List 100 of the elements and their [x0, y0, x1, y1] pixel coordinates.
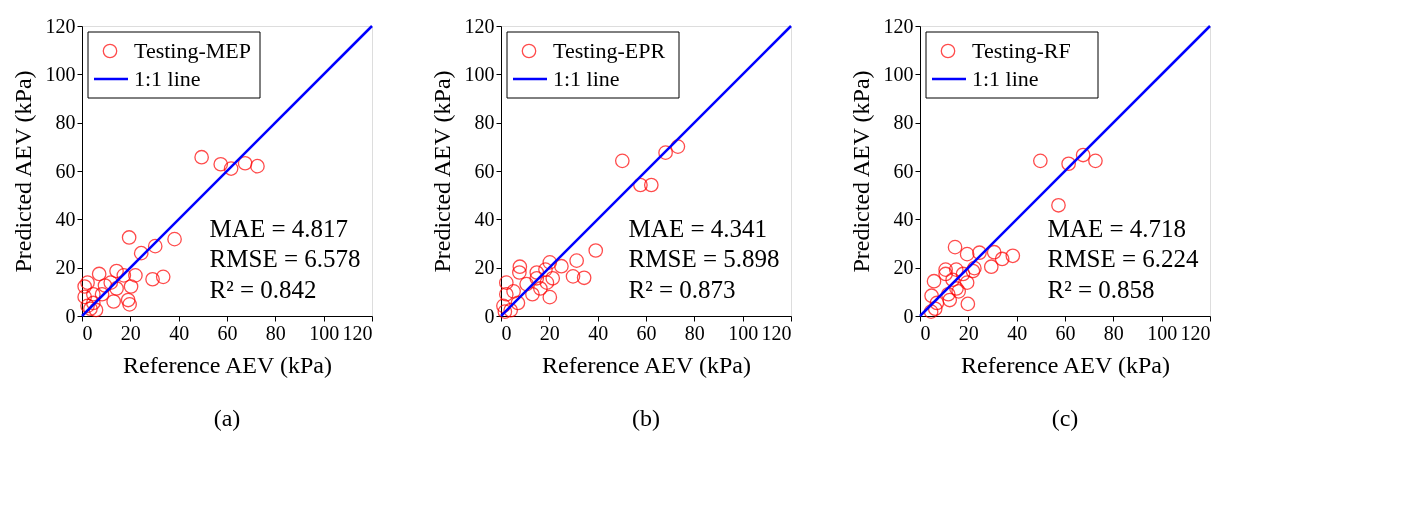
x-axis-title: Reference AEV (kPa): [542, 351, 751, 378]
point: [529, 270, 545, 286]
x-tick-label: 40: [588, 321, 609, 344]
y-axis-title: Predicted AEV (kPa): [847, 70, 874, 273]
y-tick-label: 60: [474, 159, 495, 182]
point: [538, 262, 553, 277]
x-tick-label: 40: [169, 321, 190, 344]
point: [94, 286, 110, 302]
point: [542, 289, 558, 305]
point: [128, 268, 143, 283]
point: [512, 259, 528, 275]
point: [614, 153, 630, 169]
point: [525, 286, 540, 302]
x-axis-title: Reference AEV (kPa): [961, 351, 1170, 378]
point: [86, 286, 101, 302]
point: [533, 281, 548, 296]
y-tick-label: 100: [883, 62, 914, 85]
x-tick-label: 120: [761, 321, 792, 344]
point: [133, 245, 149, 261]
point: [994, 251, 1010, 267]
point: [506, 284, 521, 299]
legend-label: 1:1 line: [134, 66, 201, 91]
point: [519, 276, 534, 292]
point: [972, 245, 987, 261]
point: [545, 270, 561, 286]
y-tick-label: 80: [55, 111, 76, 134]
point: [498, 286, 514, 302]
annotation: R² = 0.858: [1047, 275, 1155, 303]
point: [960, 296, 976, 312]
x-tick-label: 0: [82, 321, 93, 344]
point: [542, 255, 558, 270]
point: [927, 301, 943, 317]
point: [1075, 147, 1091, 163]
y-tick-label: 40: [893, 207, 914, 230]
y-axis-title: Predicted AEV (kPa): [428, 70, 455, 273]
annotation: RMSE = 6.578: [209, 245, 361, 273]
point: [1088, 153, 1103, 169]
annotation: R² = 0.842: [209, 275, 317, 303]
x-tick-label: 0: [501, 321, 512, 344]
point: [155, 269, 171, 285]
x-tick-label: 80: [684, 321, 705, 344]
point: [91, 266, 107, 282]
x-tick-label: 100: [1147, 321, 1178, 344]
y-tick-label: 60: [893, 159, 914, 182]
y-tick-label: 40: [474, 207, 495, 230]
point: [498, 275, 514, 290]
y-tick-label: 100: [464, 62, 495, 85]
point: [194, 149, 209, 165]
x-axis-title: Reference AEV (kPa): [123, 351, 332, 378]
point: [80, 275, 95, 290]
point: [947, 239, 963, 255]
y-tick-label: 60: [55, 159, 76, 182]
x-tick-label: 80: [265, 321, 286, 344]
point: [940, 286, 956, 302]
point: [109, 263, 124, 279]
point: [496, 298, 511, 314]
point: [103, 275, 119, 290]
point: [145, 271, 160, 287]
x-tick-label: 60: [636, 321, 657, 344]
x-tick-label: 0: [920, 321, 931, 344]
point: [147, 238, 163, 254]
point: [983, 259, 999, 275]
point: [167, 231, 182, 247]
point: [123, 279, 139, 294]
point: [929, 295, 945, 311]
point: [529, 265, 545, 280]
x-tick-label: 120: [342, 321, 373, 344]
x-tick-label: 100: [309, 321, 340, 344]
x-tick-label: 40: [1007, 321, 1028, 344]
point: [539, 275, 555, 290]
point: [1032, 153, 1048, 169]
point: [1051, 197, 1066, 213]
point: [986, 244, 1002, 260]
y-tick-label: 0: [484, 304, 495, 327]
x-tick-label: 60: [217, 321, 238, 344]
x-tick-label: 100: [728, 321, 759, 344]
x-tick-label: 20: [539, 321, 560, 344]
point: [122, 297, 137, 312]
point: [223, 161, 239, 176]
point: [554, 258, 569, 274]
point: [959, 246, 975, 262]
y-tick-label: 100: [45, 62, 76, 85]
legend-label: 1:1 line: [972, 66, 1039, 91]
point: [88, 302, 104, 318]
point: [945, 272, 960, 288]
y-tick-label: 0: [903, 304, 914, 327]
point: [569, 253, 584, 268]
text: (a): [213, 405, 241, 431]
point: [77, 279, 93, 294]
y-tick-label: 20: [474, 256, 495, 279]
point: [938, 262, 953, 277]
text: (b): [632, 405, 660, 431]
point: [86, 295, 101, 311]
annotation: MAE = 4.817: [209, 215, 349, 242]
legend-label: 1:1 line: [553, 66, 620, 91]
y-tick-label: 120: [464, 14, 495, 37]
y-tick-label: 120: [883, 14, 914, 37]
point: [237, 155, 253, 171]
y-tick-label: 120: [45, 14, 76, 37]
x-tick-label: 20: [958, 321, 979, 344]
